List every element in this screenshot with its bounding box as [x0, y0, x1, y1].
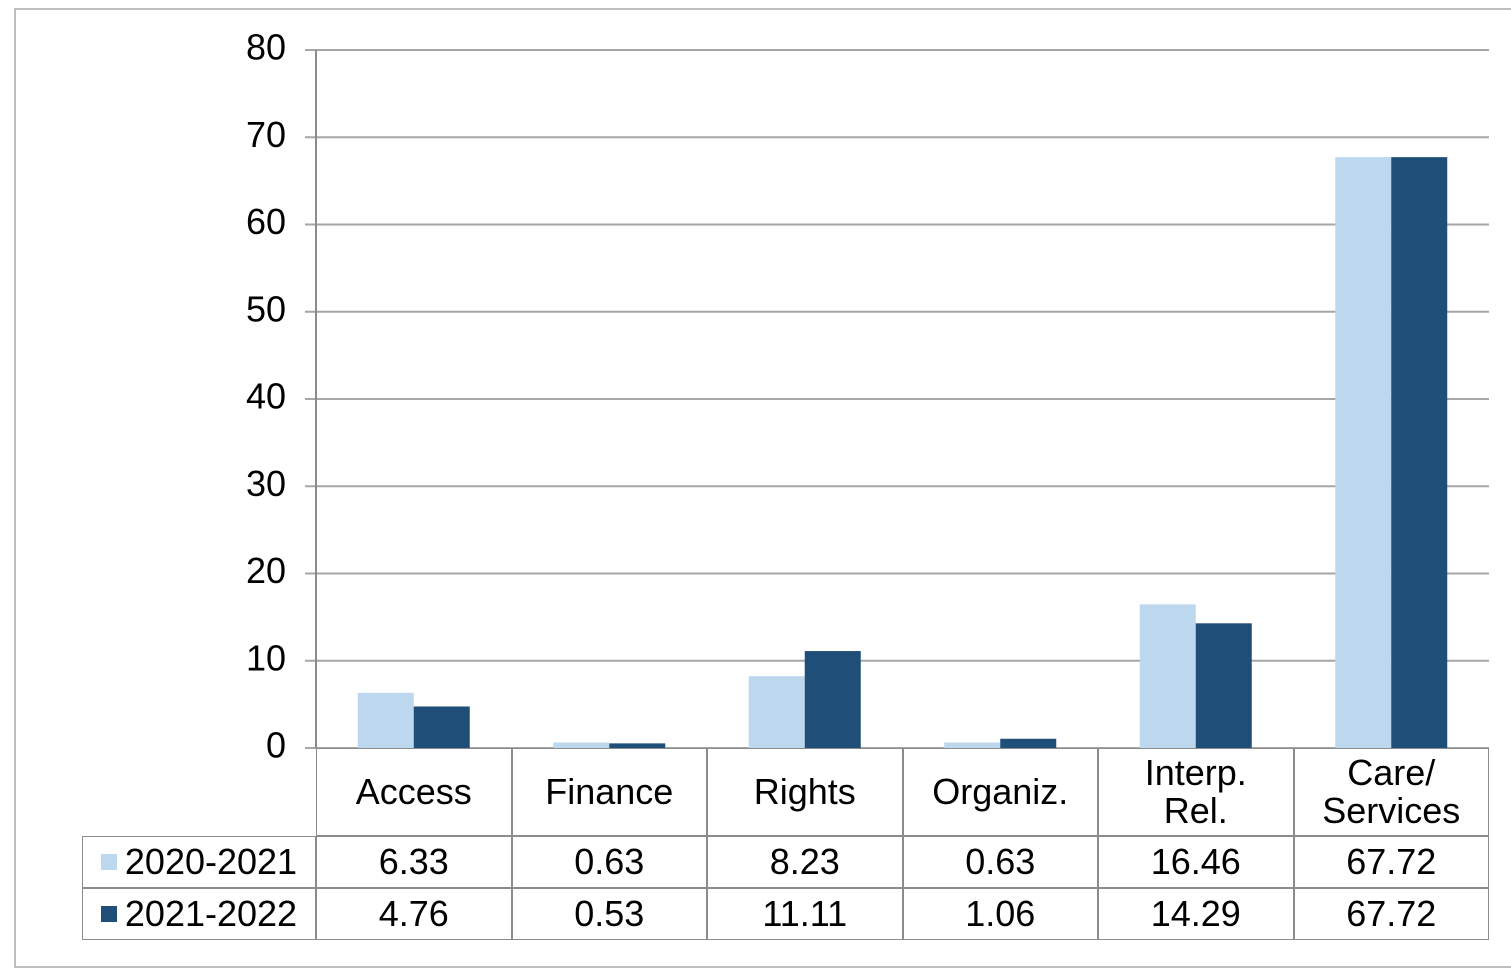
category-label: Interp. Rel. — [1098, 748, 1294, 836]
legend-swatch — [100, 906, 117, 922]
y-tick-label: 60 — [246, 201, 286, 242]
table-value: 8.23 — [707, 836, 903, 888]
table-value: 67.72 — [1293, 836, 1489, 888]
table-value: 0.53 — [511, 888, 707, 940]
y-tick-label: 0 — [266, 725, 286, 766]
bar — [553, 742, 610, 748]
bar — [1139, 604, 1196, 748]
bar — [944, 742, 1001, 748]
table-value: 6.33 — [316, 836, 512, 888]
legend-entry: 2021-2022 — [82, 888, 316, 940]
y-tick-label: 10 — [246, 637, 286, 678]
table-value: 16.46 — [1098, 836, 1294, 888]
y-tick-label: 40 — [246, 376, 286, 417]
bar — [748, 676, 805, 748]
table-value: 67.72 — [1293, 888, 1489, 940]
bar — [1335, 157, 1392, 748]
table-value: 0.63 — [902, 836, 1098, 888]
table-value: 1.06 — [902, 888, 1098, 940]
legend-label: 2020-2021 — [124, 841, 298, 882]
table-value: 0.63 — [511, 836, 707, 888]
bar — [1391, 157, 1448, 748]
category-label: Rights — [707, 748, 903, 836]
bar — [609, 743, 666, 748]
legend-label: 2021-2022 — [124, 893, 298, 934]
y-tick-label: 50 — [246, 288, 286, 329]
bar — [1000, 738, 1057, 748]
legend-entry: 2020-2021 — [82, 836, 316, 888]
bar — [357, 692, 414, 748]
table-value: 11.11 — [707, 888, 903, 940]
category-label: Organiz. — [902, 748, 1098, 836]
category-label: Care/ Services — [1293, 748, 1489, 836]
y-tick-label: 20 — [246, 550, 286, 591]
category-label: Access — [316, 748, 512, 836]
y-tick-label: 80 — [246, 27, 286, 68]
category-label: Finance — [511, 748, 707, 836]
bar — [804, 651, 861, 748]
legend-swatch — [100, 854, 117, 870]
y-tick-label: 70 — [246, 114, 286, 155]
bar — [1195, 623, 1252, 748]
y-tick-label: 30 — [246, 463, 286, 504]
table-value: 14.29 — [1098, 888, 1294, 940]
bar — [413, 706, 470, 748]
table-value: 4.76 — [316, 888, 512, 940]
